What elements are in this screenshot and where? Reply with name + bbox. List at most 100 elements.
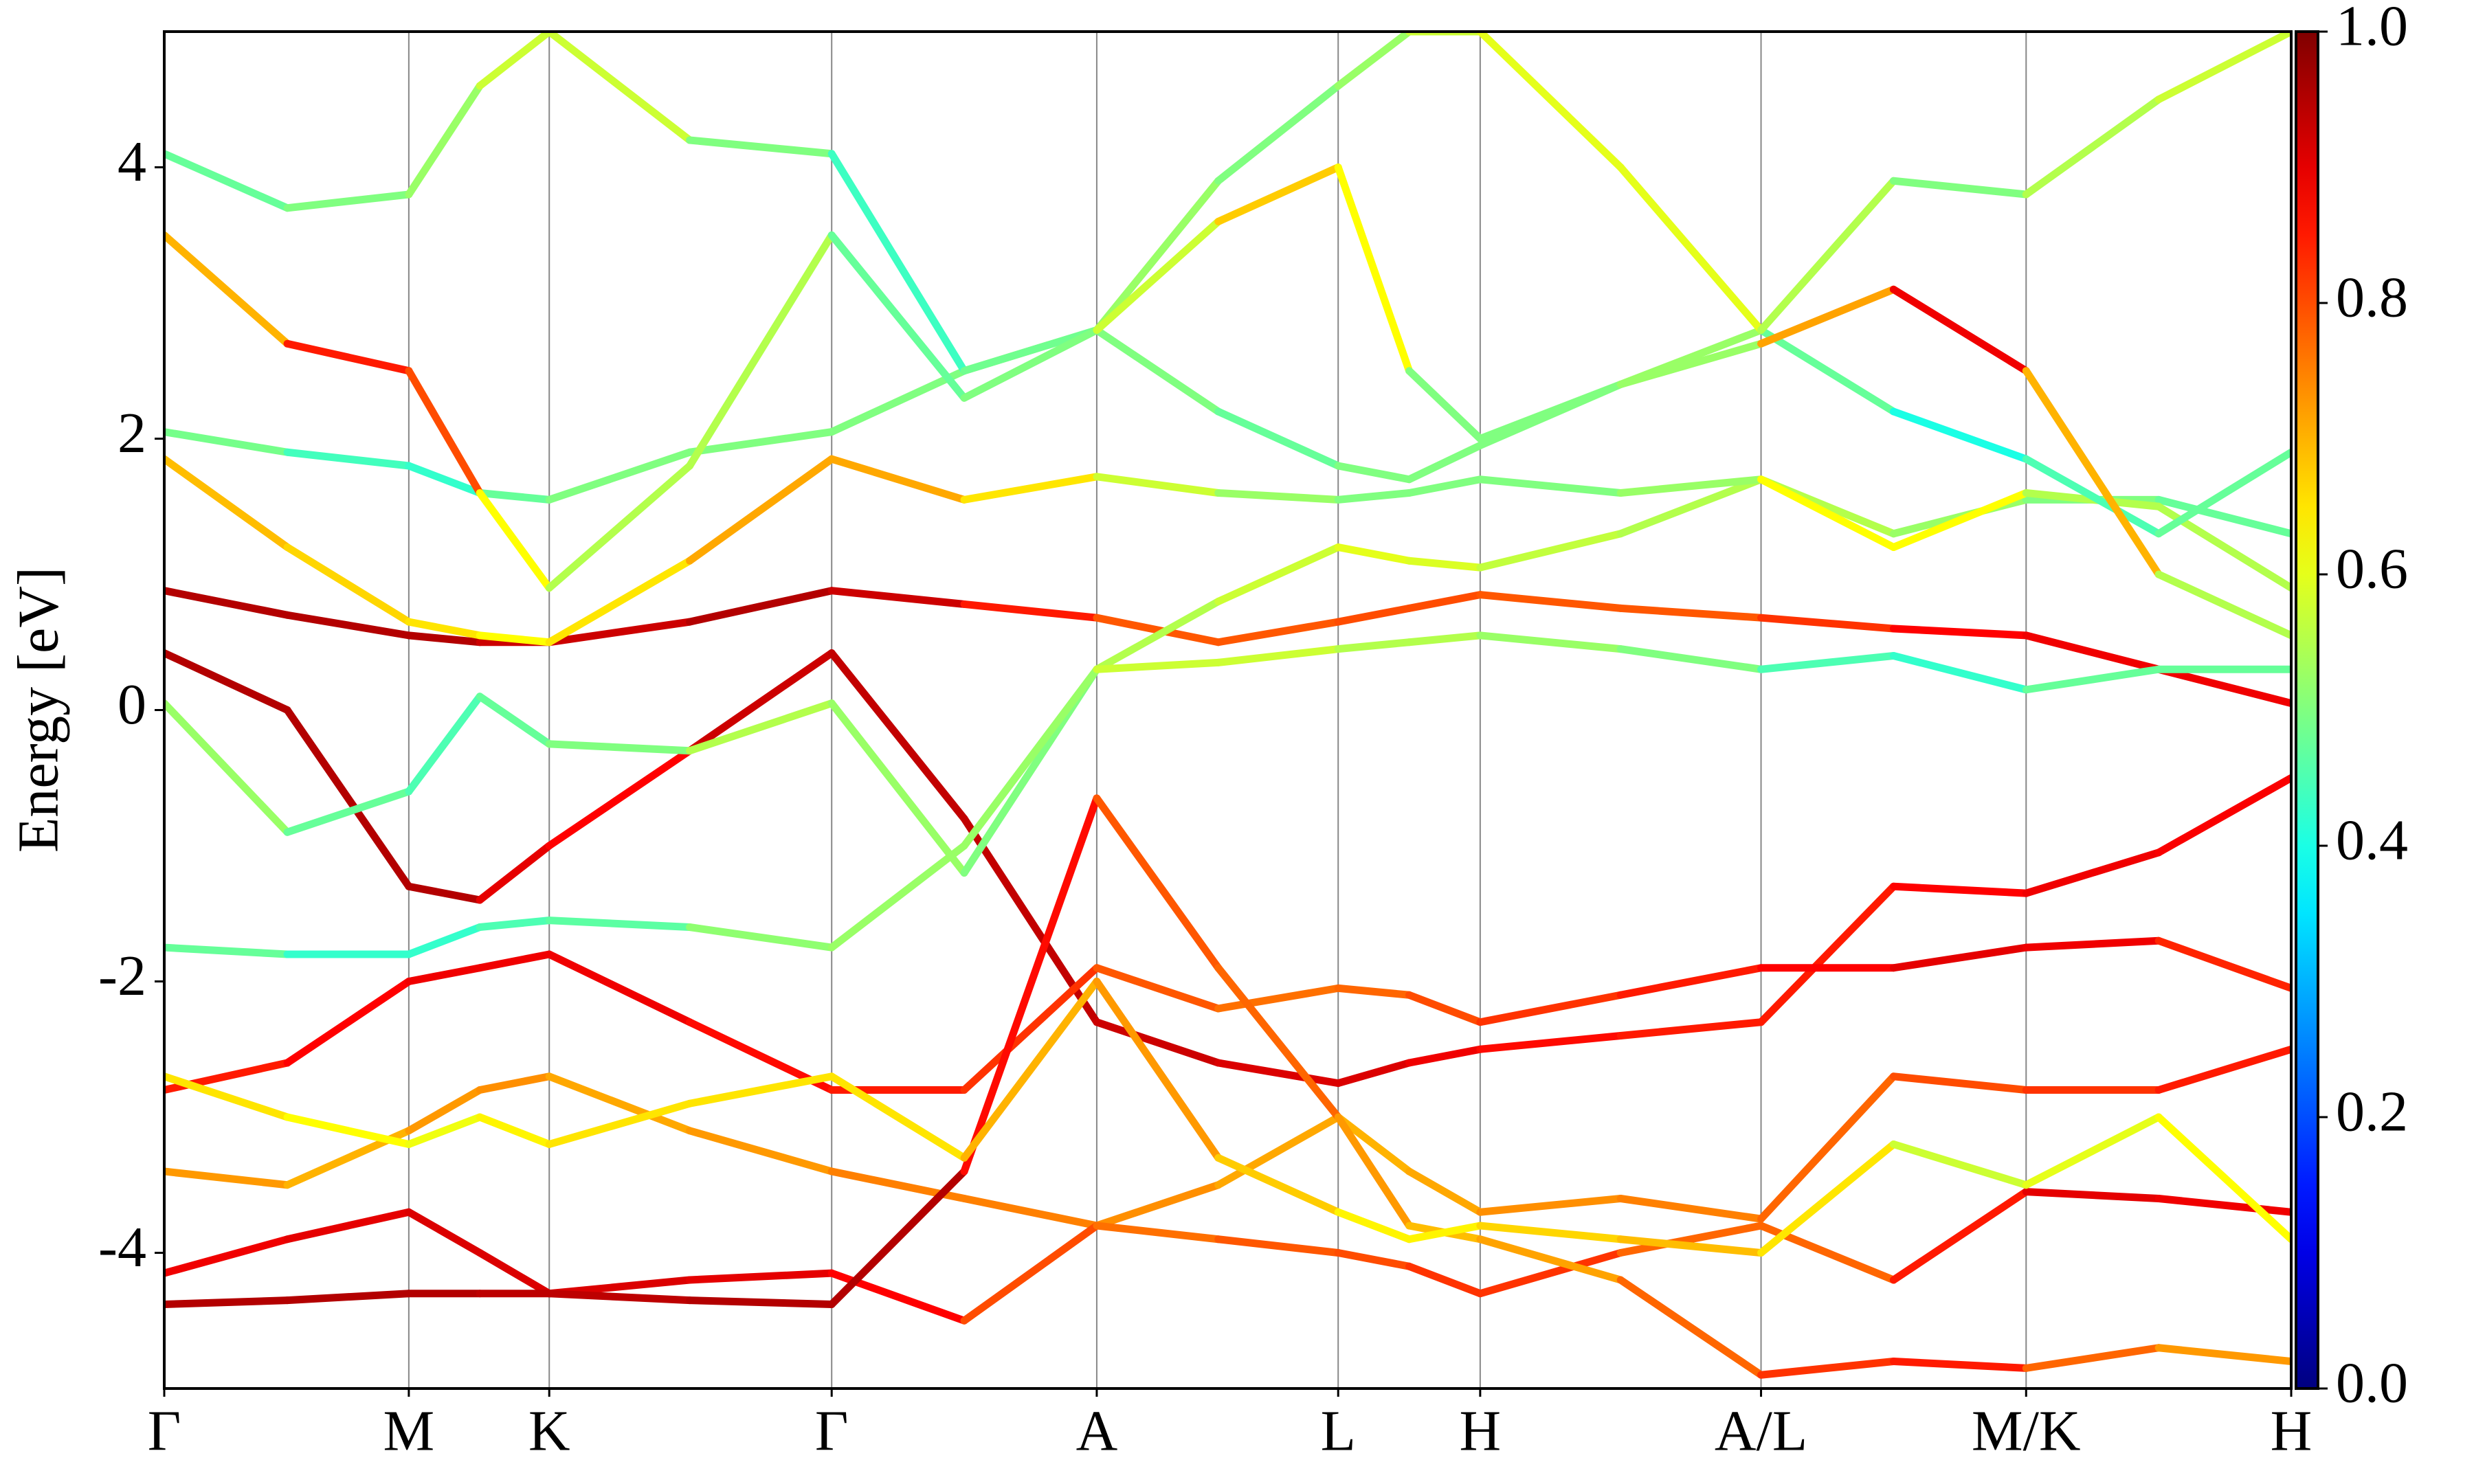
band-segment	[1476, 1195, 1625, 1216]
band-segment	[1476, 591, 1625, 612]
band-segment	[1093, 614, 1223, 647]
band-segment	[1616, 645, 1765, 673]
band-segment	[545, 448, 694, 504]
band-segment	[545, 556, 694, 647]
band-segment	[164, 455, 291, 551]
band-segment	[405, 882, 484, 904]
band-segment	[1476, 1249, 1625, 1298]
band-segment	[1889, 882, 2030, 897]
band-segment	[164, 649, 291, 714]
x-tick-label: K	[528, 1399, 570, 1463]
band-segment	[283, 1208, 413, 1244]
band-segment	[476, 917, 553, 931]
band-segment	[1476, 475, 1625, 497]
band-segment	[164, 1072, 291, 1121]
band-segment	[960, 1222, 1101, 1325]
band-segment	[686, 231, 836, 470]
band-segment	[1405, 631, 1484, 647]
band-segment	[1757, 1072, 1897, 1223]
band-segment	[1616, 339, 1765, 388]
band-segment	[405, 631, 484, 647]
x-tick-label: L	[1321, 1399, 1356, 1463]
band-segment	[476, 950, 553, 972]
band-segment	[1476, 1032, 1625, 1053]
band-segment	[405, 462, 484, 497]
band-segment	[686, 587, 836, 626]
band-segment	[476, 1113, 553, 1148]
band-segment	[283, 611, 413, 640]
band-segment	[476, 32, 553, 90]
band-segment	[1214, 964, 1342, 1121]
band-segment	[827, 587, 968, 608]
band-segment	[2154, 665, 2291, 708]
band-segment	[1334, 604, 1414, 626]
band-segment	[2154, 1344, 2291, 1365]
band-segment	[827, 150, 968, 375]
band-segment	[1093, 218, 1223, 334]
band-segment	[1616, 475, 1765, 497]
band-segment	[405, 82, 484, 199]
band-segment	[1405, 475, 1484, 497]
band-segment	[1093, 1222, 1223, 1244]
band-segment	[827, 1072, 968, 1162]
band-segment	[283, 190, 413, 212]
y-tick-label: 2	[118, 401, 146, 465]
band-segment	[686, 1127, 836, 1176]
band-segment	[1616, 604, 1765, 622]
band-segment	[1889, 489, 2030, 551]
band-segment	[1214, 82, 1342, 185]
band-segment	[476, 1072, 553, 1094]
band-segment	[2022, 936, 2163, 952]
band-segment	[2154, 570, 2291, 640]
band-segment	[1214, 489, 1342, 504]
band-segment	[686, 136, 836, 158]
band-segment	[164, 1167, 291, 1189]
band-segment	[1476, 991, 1625, 1026]
band-segment	[1476, 381, 1625, 442]
band-segment	[1476, 631, 1625, 653]
band-segment	[686, 1072, 836, 1108]
band-segment	[2022, 455, 2163, 538]
band-segment	[1334, 32, 1414, 90]
band-segment	[405, 693, 484, 796]
band-segment	[1093, 177, 1223, 334]
plot-frame	[163, 30, 2293, 1390]
colorbar-tick-label: 0.4	[2336, 808, 2408, 872]
band-segment	[1889, 625, 2030, 640]
band-segment	[1616, 1195, 1765, 1223]
band-segment	[1405, 1045, 1484, 1067]
colorbar-tick-label: 0.6	[2336, 537, 2408, 600]
colorbar-tick-label: 1.0	[2336, 0, 2408, 58]
band-segment	[1334, 462, 1414, 484]
band-segment	[686, 1269, 836, 1284]
band-segment	[1405, 556, 1484, 572]
band-segment	[2022, 367, 2163, 578]
band-segment	[164, 699, 291, 836]
band-segment	[1757, 882, 1897, 1026]
band-segment	[1214, 984, 1342, 1013]
band-segment	[686, 1296, 836, 1309]
band-segment	[164, 231, 291, 348]
band-segment	[960, 326, 1101, 402]
band-segment	[1616, 1276, 1765, 1379]
band-segment	[1889, 1140, 2030, 1189]
band-segment	[1757, 285, 1897, 348]
y-tick-label: -4	[98, 1215, 146, 1279]
band-segment	[476, 631, 553, 647]
band-segment	[2022, 1188, 2163, 1202]
band-segment	[1476, 1235, 1625, 1284]
band-segment	[827, 699, 968, 877]
band-segment	[2154, 1045, 2291, 1094]
band-segment	[1616, 1018, 1765, 1039]
x-tick-label: M	[383, 1399, 435, 1463]
band-segment	[1214, 407, 1342, 470]
band-segment	[283, 787, 413, 836]
band-segment	[1405, 441, 1484, 484]
band-segment	[960, 473, 1101, 504]
band-segment	[686, 649, 836, 755]
y-tick-label: 0	[118, 673, 146, 737]
band-segment	[1093, 964, 1223, 1013]
band-segment	[1093, 326, 1223, 416]
band-segment	[1757, 1140, 1897, 1257]
band-segment	[164, 1235, 291, 1277]
